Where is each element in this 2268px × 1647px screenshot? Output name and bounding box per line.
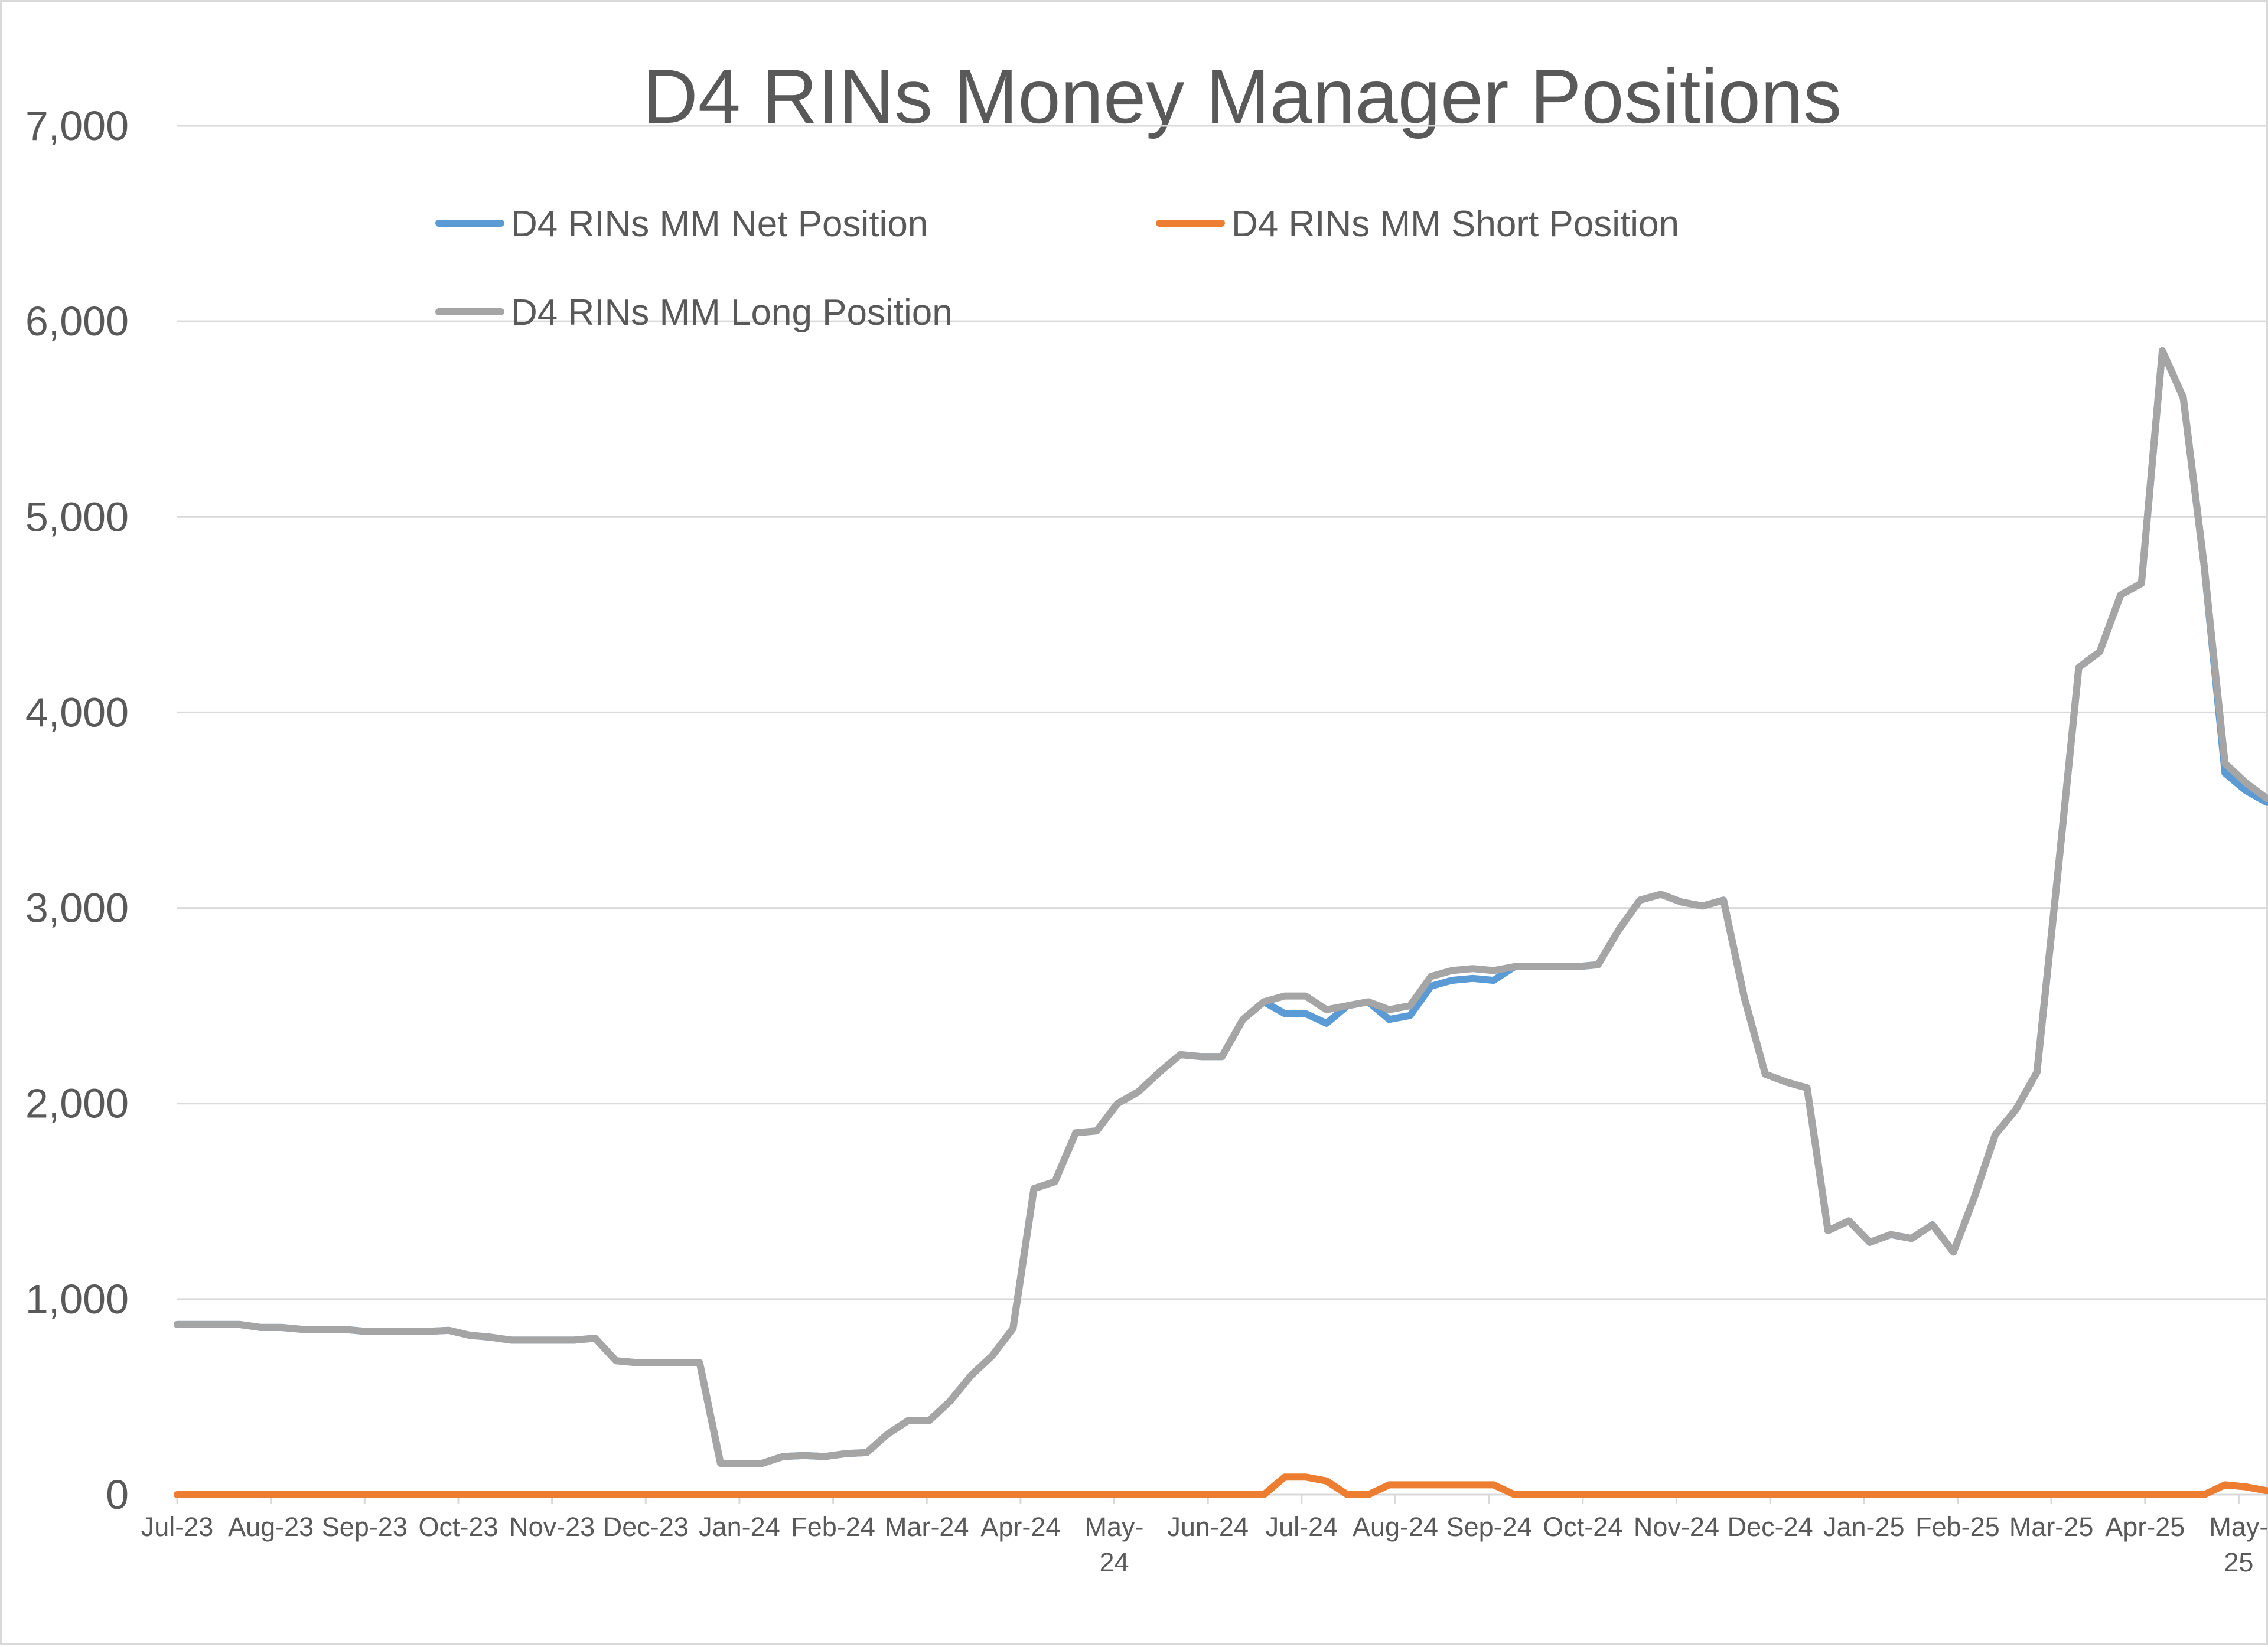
x-tick-label: Jul-24 [1266, 1512, 1338, 1542]
x-tick-label: May-25 [2209, 1512, 2268, 1577]
x-tick-label: Oct-24 [1543, 1512, 1622, 1542]
x-tick-label: Feb-25 [1915, 1512, 2000, 1542]
series-line-d4-rins-mm-long-position [174, 347, 2268, 1467]
x-tick-label: Jan-24 [699, 1512, 780, 1542]
series-line-d4-rins-mm-short-position [174, 1473, 2268, 1498]
x-tick-label: Oct-23 [418, 1512, 498, 1542]
y-axis-ticks: 0 1,000 2,000 3,000 4,000 5,000 6,000 7,000 [25, 103, 129, 1518]
y-tick-label: 7,000 [25, 103, 129, 149]
x-tick-label: Feb-24 [791, 1512, 875, 1542]
y-tick-label: 5,000 [25, 494, 129, 540]
gridlines [177, 125, 2267, 1496]
x-tick-label: Aug-23 [228, 1512, 314, 1542]
x-tick-label: Apr-25 [2105, 1512, 2185, 1542]
legend-label-d4-rins-mm-long-position: D4 RINs MM Long Position [511, 292, 953, 333]
x-tick-label: Dec-24 [1728, 1512, 1813, 1542]
x-tick-label: Nov-24 [1634, 1512, 1719, 1542]
y-tick-label: 6,000 [25, 298, 129, 344]
x-axis-ticks: Jul-23 Aug-23 Sep-23 Oct-23 Nov-23 Dec-23 Jan-… [141, 1495, 2268, 1577]
x-tick-label: Sep-23 [322, 1512, 408, 1542]
y-tick-label: 2,000 [25, 1081, 129, 1127]
x-tick-label: Jul-23 [141, 1512, 214, 1542]
x-tick-label: Jun-24 [1167, 1512, 1249, 1542]
y-tick-label: 4,000 [25, 689, 129, 735]
x-tick-label: Nov-23 [509, 1512, 595, 1542]
plot-area [174, 347, 2268, 1498]
legend: D4 RINs MM Net Position D4 RINs MM Short … [435, 204, 1679, 333]
x-tick-label: Apr-24 [980, 1512, 1060, 1542]
x-tick-label: May-24 [1085, 1512, 1144, 1577]
x-tick-label: Dec-23 [603, 1512, 689, 1542]
y-tick-label: 0 [106, 1472, 129, 1518]
x-tick-label: Aug-24 [1353, 1512, 1438, 1542]
x-tick-label: Jan-25 [1823, 1512, 1905, 1542]
legend-label-d4-rins-mm-net-position: D4 RINs MM Net Position [511, 204, 928, 244]
y-tick-label: 3,000 [25, 885, 129, 931]
legend-label-d4-rins-mm-short-position: D4 RINs MM Short Position [1231, 204, 1679, 244]
y-tick-label: 1,000 [25, 1276, 129, 1322]
x-tick-label: Mar-25 [2009, 1512, 2094, 1542]
x-tick-label: Sep-24 [1446, 1512, 1532, 1542]
x-tick-label: Mar-24 [885, 1512, 969, 1542]
